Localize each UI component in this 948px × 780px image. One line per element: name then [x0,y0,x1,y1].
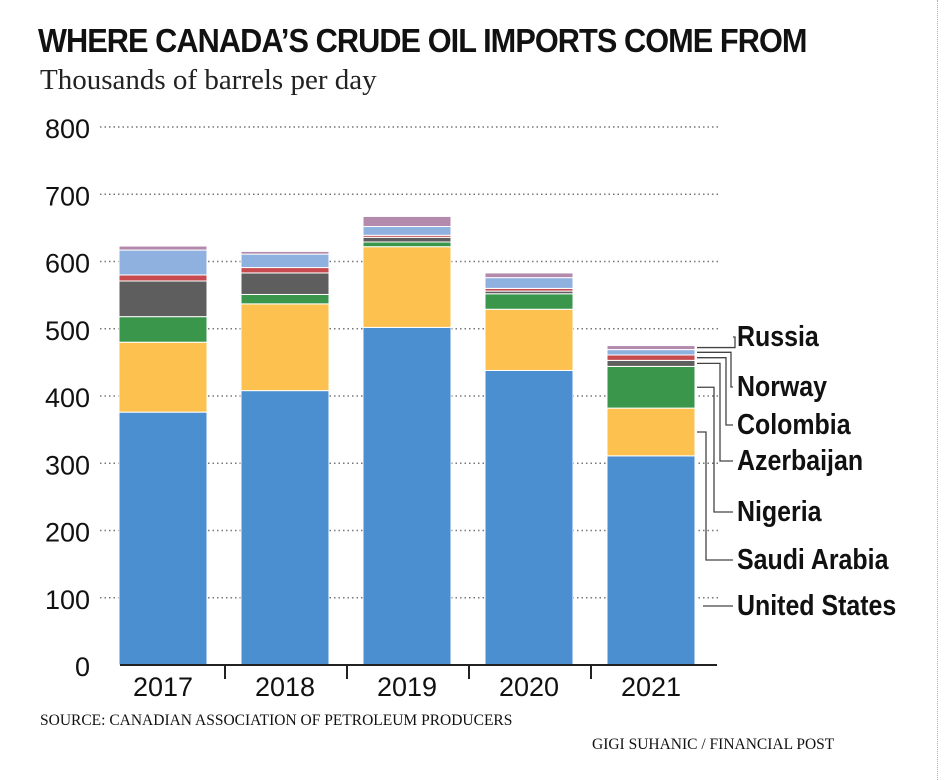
leader-line-norway [697,351,733,388]
bar-segment-norway [484,277,574,289]
x-tick-label: 2019 [377,672,437,702]
bar-segment-norway [362,226,452,236]
bar-segment-russia [484,272,574,279]
bar-segment-colombia [606,354,696,361]
legend-label-united-states: United States [737,589,896,621]
bar-segment-saudi-arabia [606,407,696,457]
x-tick-label: 2017 [133,672,193,702]
y-tick-label: 500 [45,316,90,346]
bar-segment-united-states [362,326,452,666]
bar-segment-azerbaijan [118,280,208,318]
bar-segment-united-states [606,455,696,666]
page-edge-divider [937,0,938,780]
y-tick-label: 200 [45,518,90,548]
y-tick-label: 100 [45,585,90,615]
bar-segment-russia [240,250,330,255]
bar-segment-norway [118,249,208,276]
legend-labels: United States Saudi Arabia Nigeria Azerbaij… [737,320,896,621]
bar-segment-saudi-arabia [484,308,574,371]
y-tick-label: 300 [45,450,90,480]
bar-stacks [118,215,696,666]
leader-line-azerbaijan [697,362,733,462]
legend-label-azerbaijan: Azerbaijan [737,444,863,476]
bar-segment-russia [118,245,208,251]
bar-segment-saudi-arabia [240,303,330,392]
bar-segment-russia [362,215,452,228]
x-tick-label: 2020 [499,672,559,702]
y-tick-label: 600 [45,249,90,279]
bar-segment-nigeria [362,241,452,248]
chart-subtitle: Thousands of barrels per day [40,64,377,96]
legend-label-saudi-arabia: Saudi Arabia [737,543,889,575]
leader-line-colombia [697,357,733,426]
legend-label-russia: Russia [737,320,820,352]
legend-label-colombia: Colombia [737,408,851,440]
bar-segment-nigeria [484,293,574,310]
bar-segment-united-states [240,390,330,666]
bar-segment-colombia [240,267,330,274]
bar-segment-norway [240,253,330,269]
legend-leader-lines [697,336,736,607]
leader-line-russia [697,336,736,349]
credit-note: GIGI SUHANIC / FINANCIAL POST [592,736,835,753]
bar-segment-norway [606,349,696,356]
bar-segment-saudi-arabia [118,341,208,413]
chart-title: WHERE CANADA’S CRUDE OIL IMPORTS COME FR… [38,22,808,59]
leader-line-nigeria [697,386,733,513]
bar-segment-russia [606,345,696,351]
y-tick-label: 0 [75,652,90,682]
legend-label-norway: Norway [737,370,827,402]
axes: 0 100 200 300 400 500 600 700 800 2017 2018 2019 202… [45,114,717,702]
leader-line-saudi-arabia [697,431,733,561]
x-tick-label: 2021 [621,672,681,702]
bar-segment-nigeria [240,293,330,305]
bar-segment-nigeria [606,365,696,409]
bar-segment-united-states [484,369,574,666]
y-tick-label: 400 [45,383,90,413]
bar-segment-azerbaijan [606,359,696,367]
bar-segment-saudi-arabia [362,246,452,328]
bar-segment-colombia [118,274,208,282]
bar-segment-azerbaijan [362,236,452,243]
legend-label-nigeria: Nigeria [737,495,822,527]
source-note: SOURCE: CANADIAN ASSOCIATION OF PETROLEU… [40,712,513,729]
y-tick-label: 800 [45,114,90,144]
x-tick-label: 2018 [255,672,315,702]
bar-segment-united-states [118,411,208,666]
bar-segment-nigeria [118,316,208,343]
bar-segment-azerbaijan [240,272,330,295]
y-tick-label: 700 [45,181,90,211]
